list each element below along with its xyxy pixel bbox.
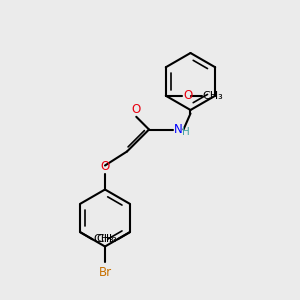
Text: N: N bbox=[174, 123, 183, 136]
Text: CH₃: CH₃ bbox=[203, 91, 224, 101]
Text: O: O bbox=[100, 160, 109, 172]
Text: O: O bbox=[132, 103, 141, 116]
Text: O: O bbox=[184, 89, 193, 102]
Text: CH₃: CH₃ bbox=[96, 234, 117, 244]
Text: CH₃: CH₃ bbox=[93, 234, 114, 244]
Text: Br: Br bbox=[98, 266, 112, 278]
Text: H: H bbox=[182, 127, 190, 136]
